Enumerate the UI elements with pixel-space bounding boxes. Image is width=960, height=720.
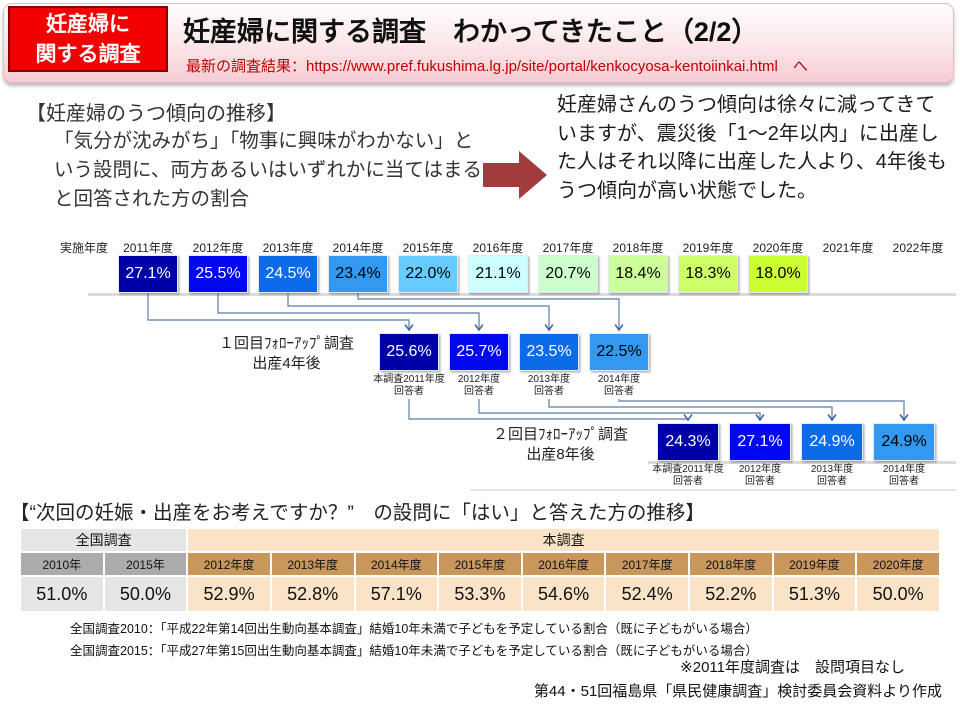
table-year-header: 2012年度 (186, 551, 272, 577)
survey-year-label: 2015年度 (402, 241, 454, 255)
followup-rate-box: 22.5% (589, 333, 649, 371)
table-group-header: 本調査 (186, 527, 941, 553)
connector-arrow (548, 399, 837, 422)
tag-line-1: 妊産婦に (46, 13, 130, 36)
table-value-cell: 53.3% (437, 575, 523, 613)
axis-label: 実施年度 (60, 241, 109, 255)
table-year-header: 2020年度 (855, 551, 941, 577)
table-value-cell: 52.4% (604, 575, 690, 613)
followup-box-caption: 2014年度 回答者 (597, 374, 641, 397)
followup-box-caption: 2014年度 回答者 (882, 464, 926, 487)
followup-rate-box: 25.6% (379, 333, 439, 371)
table-value-cell: 52.9% (186, 575, 272, 613)
depression-rate-box: 27.1% (118, 255, 178, 293)
conclusion-text: 妊産婦さんのうつ傾向は徐々に減ってきていますが、震災後「1～2年以内」に出産した… (557, 94, 947, 202)
depression-trend-diagram: 実施年度 2011年度 2012年度 2013年度 2014年度 2015年度 2016年度… (0, 233, 960, 495)
connector-arrow (287, 293, 554, 332)
followup-rate-box: 24.9% (873, 423, 935, 461)
followup-box-caption: 2013年度 回答者 (527, 374, 571, 397)
connector-arrow (217, 293, 484, 332)
table-value-cell: 51.3% (771, 575, 858, 613)
table-year-header: 2015年度 (437, 551, 523, 577)
page-title: 妊産婦に関する調査 わかってきたこと（2/2） (183, 17, 759, 47)
table-value-cell: 51.0% (19, 575, 105, 613)
survey-year-label: 2012年度 (192, 241, 244, 255)
followup-rate-box: 24.3% (657, 423, 719, 461)
table-group-header: 全国調査 (18, 527, 189, 553)
table-value-cell: 52.8% (269, 575, 356, 613)
next-pregnancy-heading: 【“次回の妊娠・出産をお考えですか？” の設問に「はい」と答えた方の推移】 (10, 502, 705, 524)
footnote-2010: 全国調査2010：「平成22年第14回出生動向基本調査」結婚10年未満で子どもを… (70, 622, 758, 636)
connector-lines (88, 293, 956, 491)
depression-rate-box: 23.4% (328, 255, 388, 293)
latest-results-url[interactable]: 最新の調査結果：https://www.pref.fukushima.lg.jp… (186, 58, 808, 75)
table-year-header: 2010年 (19, 551, 105, 577)
followup-box-caption: 本調査2011年度 回答者 (652, 464, 724, 487)
table-value-cell: 57.1% (353, 575, 440, 613)
table-value-cell: 52.2% (688, 575, 774, 613)
connector-arrow (408, 399, 693, 422)
table-value-cell: 50.0% (855, 575, 941, 613)
survey-year-label: 2014年度 (332, 241, 384, 255)
depression-rate-box: 21.1% (468, 255, 528, 293)
table-year-header: 2018年度 (688, 551, 774, 577)
baseline-row3-captions (470, 489, 956, 491)
next-pregnancy-table: 全国調査 本調査 2010年 2015年 2012年度 2013年度 2014年度 2015年… (18, 527, 941, 613)
followup-box-caption: 2013年度 回答者 (810, 464, 854, 487)
followup-box-caption: 2012年度 回答者 (457, 374, 501, 397)
table-year-header: 2014年度 (353, 551, 440, 577)
baseline-row3 (648, 461, 956, 464)
table-value-cell: 50.0% (102, 575, 189, 613)
survey-year-label: 2021年度 (822, 241, 874, 255)
right-block-arrow-icon (483, 151, 547, 199)
survey-year-label: 2011年度 (123, 241, 173, 255)
slide-header: 妊産婦に 関する調査 妊産婦に関する調査 わかってきたこと（2/2） 最新の調査… (3, 3, 954, 83)
baseline-row1 (88, 293, 956, 296)
followup-rate-box: 23.5% (519, 333, 579, 371)
table-year-header: 2016年度 (520, 551, 607, 577)
survey-year-label: 2016年度 (472, 241, 524, 255)
survey-year-label: 2018年度 (612, 241, 664, 255)
followup-row-label: １回目ﾌｫﾛｰｱｯﾌﾟ調査 出産4年後 (218, 335, 354, 372)
connector-arrow (357, 293, 624, 332)
followup-row-label: ２回目ﾌｫﾛｰｱｯﾌﾟ調査 出産8年後 (492, 426, 628, 463)
survey-year-label: 2020年度 (752, 241, 804, 255)
survey-year-label: 2019年度 (682, 241, 734, 255)
survey-year-label: 2022年度 (892, 241, 944, 255)
connector-arrow (147, 293, 414, 332)
followup-rate-box: 27.1% (729, 423, 791, 461)
table-year-header: 2017年度 (604, 551, 690, 577)
survey-category-tag: 妊産婦に 関する調査 (8, 6, 168, 72)
depression-rate-box: 24.5% (258, 255, 318, 293)
table-value-cell: 54.6% (520, 575, 607, 613)
depression-rate-box: 25.5% (188, 255, 248, 293)
followup-rate-box: 25.7% (449, 333, 509, 371)
note-source: 第44・51回福島県「県民健康調査」検討委員会資料より作成 (533, 683, 942, 700)
tag-line-2: 関する調査 (35, 43, 141, 66)
table-year-header: 2013年度 (269, 551, 356, 577)
footnote-2015: 全国調査2015：「平成27年第15回出生動向基本調査」結婚10年未満で子どもを… (70, 644, 758, 658)
depression-trend-heading: 【妊産婦のうつ傾向の推移】 (26, 103, 286, 125)
table-year-header: 2015年 (102, 551, 189, 577)
survey-year-label: 2017年度 (542, 241, 594, 255)
table-year-header: 2019年度 (771, 551, 858, 577)
question-description: 「気分が沈みがち」「物事に興味がわかない」という設問に、両方あるいはいずれかに当… (54, 130, 483, 210)
followup-rate-box: 24.9% (801, 423, 863, 461)
followup-box-caption: 本調査2011年度 回答者 (373, 374, 445, 397)
survey-year-label: 2013年度 (262, 241, 314, 255)
connector-arrow (478, 399, 765, 422)
depression-rate-box: 20.7% (538, 255, 598, 293)
depression-rate-box: 18.4% (608, 255, 668, 293)
depression-rate-box: 22.0% (398, 255, 458, 293)
depression-rate-box: 18.3% (678, 255, 738, 293)
connector-arrow (618, 399, 909, 422)
note-2011-no-question: ※2011年度調査は 設問項目なし (680, 659, 905, 676)
depression-rate-box: 18.0% (748, 255, 808, 293)
followup-box-caption: 2012年度 回答者 (738, 464, 782, 487)
